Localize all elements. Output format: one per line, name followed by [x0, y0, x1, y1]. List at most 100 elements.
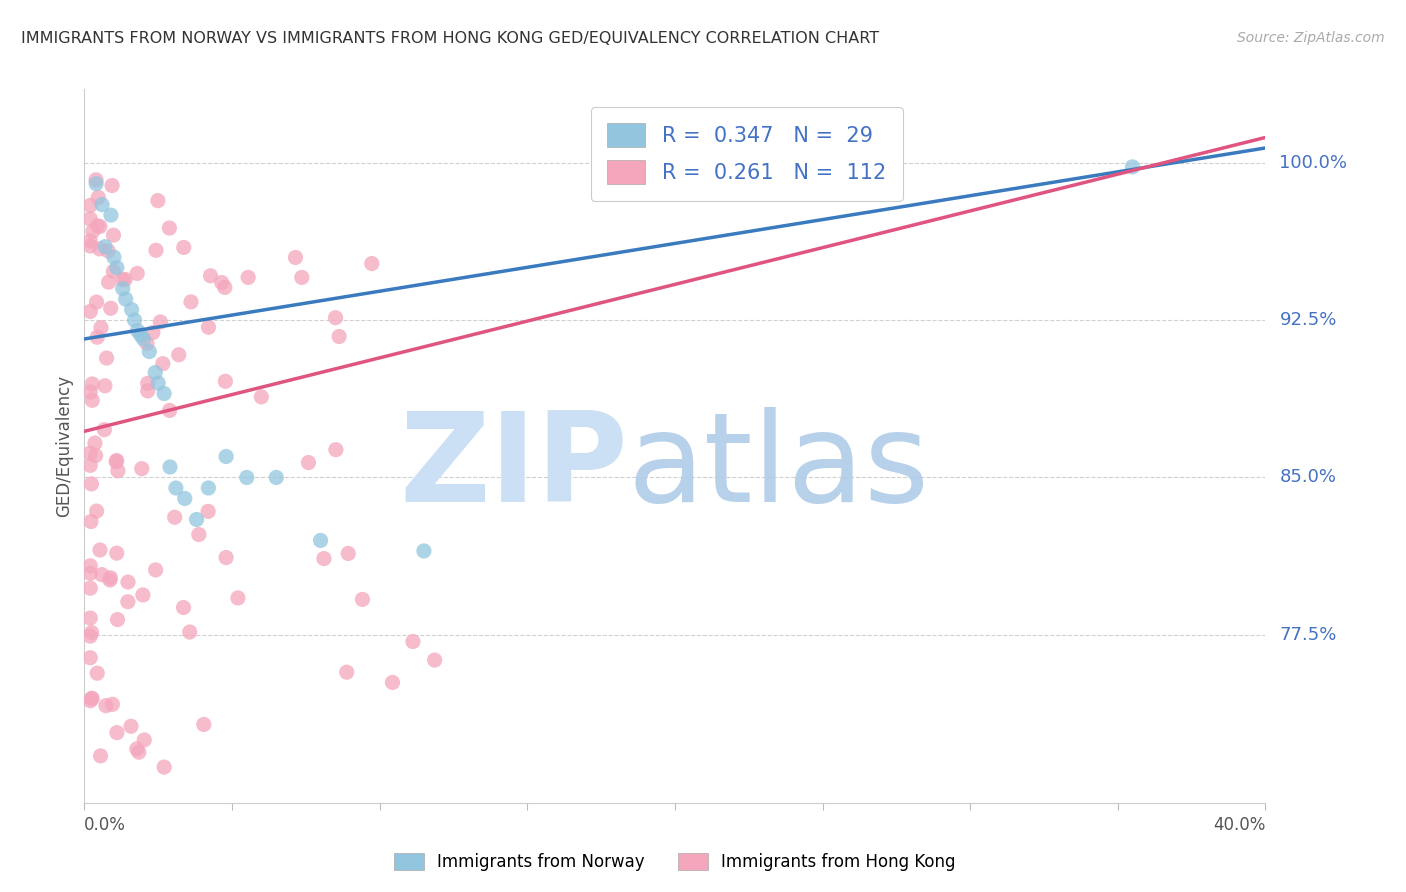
Point — [250, 390, 273, 404]
Point — [125, 742, 148, 756]
Point — [180, 294, 202, 309]
Point — [107, 464, 129, 478]
Text: ZIP: ZIP — [399, 407, 627, 528]
Point — [309, 533, 332, 548]
Point — [157, 221, 180, 235]
Point — [381, 675, 404, 690]
Point — [79, 384, 101, 399]
Point — [129, 327, 152, 342]
Text: 77.5%: 77.5% — [1279, 626, 1337, 644]
Point — [337, 546, 360, 560]
Point — [193, 717, 215, 731]
Point — [173, 491, 195, 506]
Point — [103, 264, 125, 278]
Point — [173, 600, 195, 615]
Point — [124, 313, 146, 327]
Point — [82, 376, 104, 391]
Point — [167, 348, 190, 362]
Point — [870, 152, 893, 166]
Point — [127, 324, 149, 338]
Point — [79, 239, 101, 253]
Point — [360, 256, 382, 270]
Point — [79, 694, 101, 708]
Point — [79, 446, 101, 460]
Point — [80, 691, 103, 706]
Point — [127, 267, 149, 281]
Point — [80, 515, 103, 529]
Point — [105, 453, 128, 467]
Point — [84, 177, 107, 191]
Text: 40.0%: 40.0% — [1213, 816, 1265, 834]
Point — [103, 250, 125, 264]
Point — [79, 211, 101, 226]
Point — [91, 197, 114, 211]
Point — [226, 591, 249, 605]
Point — [236, 470, 259, 484]
Point — [187, 527, 209, 541]
Legend: R =  0.347   N =  29, R =  0.261   N =  112: R = 0.347 N = 29, R = 0.261 N = 112 — [591, 107, 903, 201]
Point — [413, 544, 436, 558]
Point — [96, 351, 118, 365]
Point — [86, 295, 108, 310]
Point — [131, 461, 153, 475]
Point — [97, 275, 120, 289]
Point — [80, 625, 103, 640]
Point — [153, 760, 176, 774]
Point — [79, 566, 101, 581]
Point — [114, 292, 136, 306]
Point — [146, 194, 169, 208]
Point — [423, 653, 446, 667]
Point — [79, 234, 101, 248]
Point — [103, 228, 125, 243]
Point — [97, 244, 120, 258]
Point — [111, 273, 134, 287]
Point — [138, 344, 160, 359]
Point — [145, 244, 167, 258]
Y-axis label: GED/Equivalency: GED/Equivalency — [55, 375, 73, 517]
Point — [325, 442, 347, 457]
Point — [148, 376, 170, 390]
Point — [79, 650, 101, 665]
Point — [105, 260, 128, 275]
Point — [80, 476, 103, 491]
Point — [87, 190, 110, 204]
Text: Source: ZipAtlas.com: Source: ZipAtlas.com — [1237, 31, 1385, 45]
Point — [101, 178, 124, 193]
Point — [159, 403, 181, 417]
Point — [111, 282, 134, 296]
Point — [98, 571, 121, 585]
Point — [153, 386, 176, 401]
Point — [200, 268, 222, 283]
Point — [328, 329, 350, 343]
Point — [84, 173, 107, 187]
Point — [79, 304, 101, 318]
Point — [134, 733, 156, 747]
Point — [89, 219, 111, 234]
Point — [142, 326, 165, 340]
Point — [173, 240, 195, 254]
Point — [79, 581, 101, 595]
Point — [79, 458, 101, 473]
Point — [94, 379, 117, 393]
Point — [89, 242, 111, 256]
Point — [89, 748, 111, 763]
Point — [163, 510, 186, 524]
Point — [117, 595, 139, 609]
Point — [136, 376, 159, 391]
Point — [80, 691, 103, 706]
Point — [214, 374, 236, 388]
Point — [297, 456, 319, 470]
Point — [101, 698, 124, 712]
Point — [186, 512, 208, 526]
Point — [145, 563, 167, 577]
Point — [121, 302, 143, 317]
Point — [284, 251, 307, 265]
Text: 85.0%: 85.0% — [1279, 468, 1337, 486]
Point — [143, 366, 166, 380]
Point — [159, 460, 181, 475]
Point — [402, 634, 425, 648]
Point — [90, 320, 112, 334]
Point — [94, 239, 117, 253]
Point — [86, 666, 108, 681]
Point — [214, 280, 236, 294]
